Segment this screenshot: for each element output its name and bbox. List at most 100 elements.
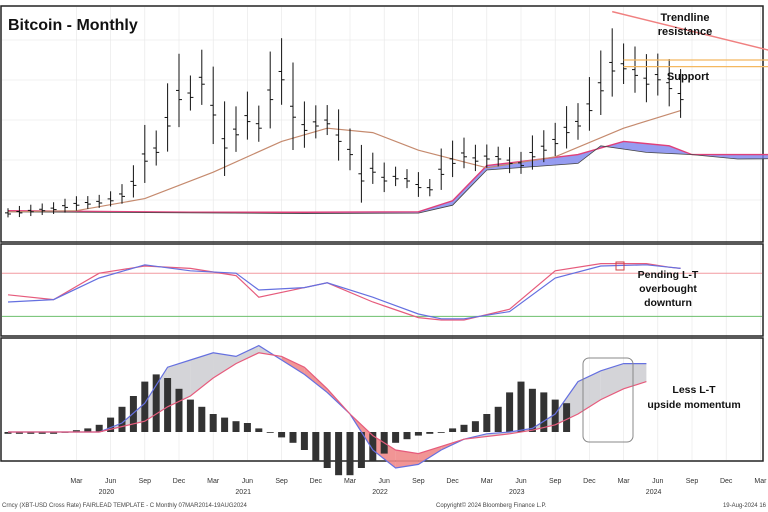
histogram-bar xyxy=(84,428,92,432)
oscillator-line-2 xyxy=(7,264,681,320)
trendline-label-1: Trendline xyxy=(661,12,710,24)
histogram-bar xyxy=(392,432,400,443)
histogram-bar xyxy=(186,399,194,432)
momentum-signal-line xyxy=(8,352,647,455)
x-tick-label: Dec xyxy=(583,478,596,485)
histogram-bar xyxy=(278,432,286,438)
histogram-bar xyxy=(38,432,46,434)
price-bar xyxy=(540,130,547,163)
momentum-label-1: Less L-T xyxy=(672,384,716,396)
price-bar xyxy=(552,122,559,157)
support-label: Support xyxy=(667,71,709,83)
price-bar xyxy=(50,202,57,215)
histogram-bar xyxy=(266,432,274,433)
pending-label-1: Pending L-T xyxy=(638,269,699,281)
price-bar xyxy=(73,196,80,211)
oscillator-marker xyxy=(615,261,625,271)
price-bar xyxy=(506,147,513,174)
histogram-bar xyxy=(528,388,536,432)
price-bar xyxy=(404,169,410,189)
price-bar xyxy=(426,178,433,197)
price-bar xyxy=(301,101,308,148)
histogram-bar xyxy=(494,406,502,432)
price-bar xyxy=(278,38,285,105)
x-tick-label: Mar xyxy=(481,478,494,485)
momentum-histogram xyxy=(4,374,571,476)
gridlines xyxy=(2,7,762,460)
price-bar xyxy=(96,194,103,208)
price-bar xyxy=(312,105,319,139)
oscillator-line-1 xyxy=(7,263,681,321)
histogram-bar xyxy=(50,432,58,434)
histogram-bar xyxy=(141,381,149,432)
cloud-fill xyxy=(8,141,768,214)
price-bar xyxy=(324,105,331,136)
price-bar xyxy=(130,165,137,198)
x-tick-label: Sep xyxy=(139,478,152,485)
x-tick-label: Dec xyxy=(720,478,733,485)
histogram-bar xyxy=(243,423,251,432)
x-tick-label: Mar xyxy=(618,478,631,485)
pending-label-3: downturn xyxy=(644,297,692,309)
histogram-bar xyxy=(483,414,491,432)
price-bar xyxy=(620,43,627,85)
price-bar xyxy=(141,124,148,183)
price-bar xyxy=(198,49,205,105)
histogram-bar xyxy=(164,378,172,432)
x-tick-label: Mar xyxy=(207,478,220,485)
x-tick-label: Sep xyxy=(275,478,288,485)
price-bar xyxy=(597,50,604,115)
x-tick-label: Sep xyxy=(686,478,699,485)
momentum-fill-segment xyxy=(167,360,191,407)
histogram-bar xyxy=(551,399,559,432)
histogram-bar xyxy=(540,392,548,432)
histogram-bar xyxy=(232,421,240,432)
price-bar xyxy=(27,204,34,217)
x-tick-label: Sep xyxy=(412,478,425,485)
price-bar xyxy=(483,144,490,168)
price-bar xyxy=(609,28,616,97)
momentum-fill-segment xyxy=(418,446,442,465)
price-bar xyxy=(495,146,502,167)
trendline-label-2: resistance xyxy=(658,26,712,38)
x-year-label: 2021 xyxy=(235,489,251,496)
histogram-bar xyxy=(414,432,422,436)
price-bar xyxy=(677,69,684,118)
price-bar xyxy=(233,106,239,152)
footer-date: 19-Aug-2024 16 xyxy=(723,503,767,509)
price-bar xyxy=(290,62,296,151)
histogram-bar xyxy=(369,432,377,461)
momentum-line xyxy=(8,344,647,469)
histogram-bar xyxy=(255,428,263,432)
histogram-bar xyxy=(152,374,160,432)
histogram-bar xyxy=(209,414,217,432)
price-bar xyxy=(335,109,342,161)
price-bar xyxy=(586,77,593,131)
price-bar xyxy=(461,137,467,169)
x-tick-label: Jun xyxy=(242,478,253,485)
histogram-bar xyxy=(289,432,297,443)
price-bar xyxy=(369,152,376,184)
price-bar xyxy=(164,83,171,152)
price-bar xyxy=(518,151,524,174)
momentum-label-2: upside momentum xyxy=(647,399,740,411)
histogram-bar xyxy=(460,424,468,432)
histogram-bar xyxy=(312,432,320,461)
histogram-bar xyxy=(449,428,457,432)
x-tick-label: Mar xyxy=(754,478,767,485)
momentum-highlight-box xyxy=(582,357,634,443)
x-axis: Mar 2020 Jun Sep Dec Mar 2021 Jun Sep Dec Mar 2022 J… xyxy=(70,478,767,496)
x-year-label: 2023 xyxy=(509,489,525,496)
x-tick-label: Jun xyxy=(652,478,663,485)
momentum-fill-segment xyxy=(213,352,236,378)
histogram-bar xyxy=(129,396,137,432)
price-bar xyxy=(107,191,114,207)
price-bar xyxy=(529,135,536,170)
price-bar xyxy=(632,46,638,93)
histogram-bar xyxy=(27,432,35,434)
x-year-label: 2024 xyxy=(646,489,662,496)
momentum-fill-segment xyxy=(236,345,259,364)
momentum-fill-segment xyxy=(600,363,624,400)
x-tick-label: Jun xyxy=(105,478,116,485)
